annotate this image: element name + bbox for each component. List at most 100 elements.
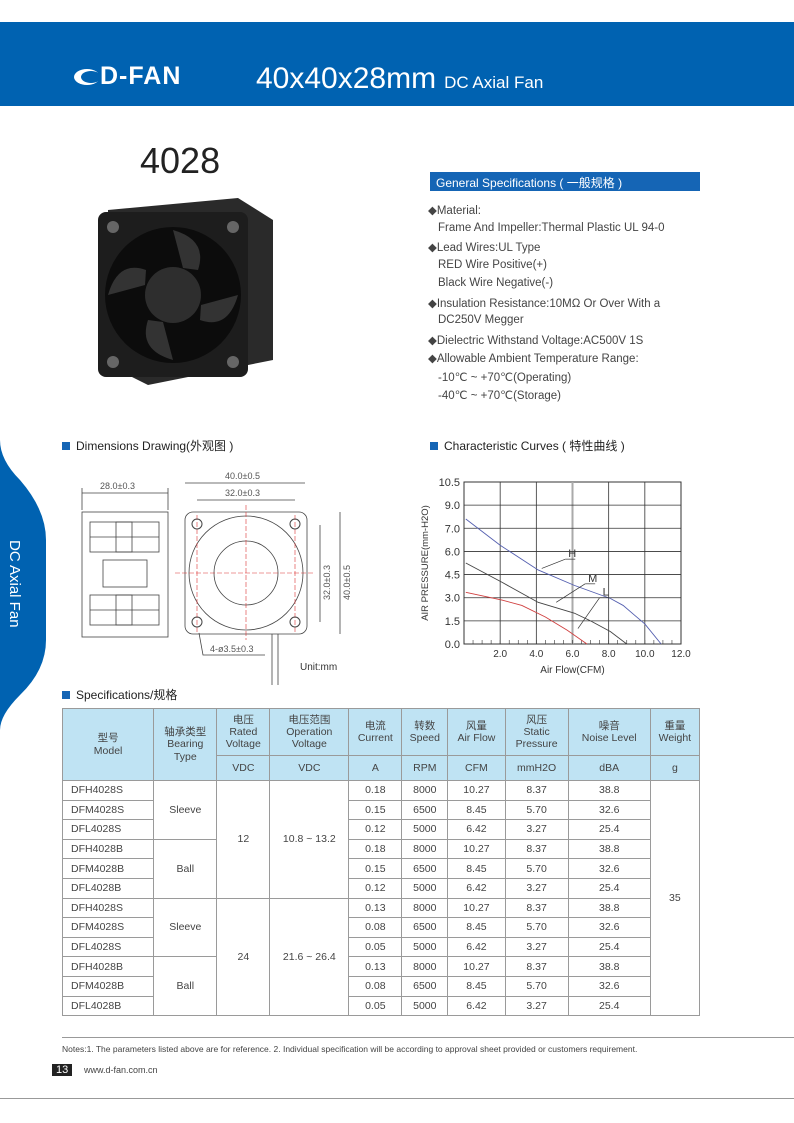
table-row: DFM4028S 0.15 6500 8.45 5.70 32.6 [61,799,700,821]
dim-depth: 28.0±0.3 [100,481,135,491]
curve-L [465,591,588,645]
bearing-cell: Sleeve [153,780,218,840]
value-cell: 0.05 [348,936,403,958]
header-text: Model [93,744,123,757]
header-text: 重量 [664,719,686,732]
value-cell: 6.42 [447,936,506,958]
value-cell: 5000 [401,819,449,840]
x-tick-label: 8.0 [602,649,616,660]
header-text: 转数 [414,719,436,732]
unit-cell: mmH2O [504,755,569,781]
header-text: 轴承类型 [164,726,207,739]
dim-width: 40.0±0.5 [225,471,260,481]
dim-holes: 4-ø3.5±0.3 [210,644,253,654]
voltage-cell: 24 [216,897,271,1017]
value-cell: 5.70 [504,975,569,997]
model-cell: DFL4028B [61,995,155,1017]
col-header: 型号 Model [61,708,155,781]
value-cell: 0.13 [348,956,403,977]
value-cell: 10.27 [447,956,506,977]
fan-type: DC Axial Fan [444,73,544,92]
general-specs-header: General Specifications ( 一般规格 ) [430,172,700,191]
model-cell: DFM4028B [61,975,155,997]
value-cell: 5.70 [504,917,569,938]
side-tab-label: DC Axial Fan [6,540,23,628]
col-header: 电压范围 Operation Voltage [269,708,350,756]
value-cell: 5000 [401,995,449,1017]
bottom-rule [0,1098,794,1099]
header-text: Rated [229,725,258,738]
header-text: 电压范围 [288,713,331,726]
model-cell: DFM4028S [61,917,155,938]
fan-photo [98,198,273,385]
value-cell: 25.4 [567,819,651,840]
header-text: Air Flow [457,732,496,744]
value-cell: 6500 [401,799,449,821]
model-cell: DFM4028S [61,799,155,821]
header-text: Voltage [225,738,261,751]
header-text: Type [173,750,197,763]
value-cell: 8.45 [447,799,506,821]
header-text: Pressure [515,738,558,751]
value-cell: 5000 [401,877,449,899]
header-text: 噪音 [598,719,620,732]
leader-line [577,597,600,629]
value-cell: 8.45 [447,975,506,997]
dim-hole-spacing: 32.0±0.3 [225,488,260,498]
model-cell: DFL4028B [61,877,155,899]
col-header: 轴承类型 Bearing Type [153,708,218,781]
header-text: Speed [409,732,440,744]
value-cell: 8.45 [447,917,506,938]
model-cell: DFM4028B [61,858,155,879]
curve-H [465,518,662,645]
y-tick-label: 1.5 [445,616,460,628]
spec-line: ◆Material: [428,205,481,217]
header-text: 风量 [465,719,487,732]
value-cell: 0.12 [348,819,403,840]
range-cell: 21.6 ~ 26.4 [269,897,350,1017]
value-cell: 6500 [401,858,449,879]
value-cell: 38.8 [567,838,651,860]
unit-cell: VDC [216,755,271,781]
col-header: 噪音 Noise Level [567,708,651,756]
value-cell: 0.08 [348,917,403,938]
table-row: DFM4028B 0.15 6500 8.45 5.70 32.6 [61,858,700,879]
header-text: Bearing [167,738,204,751]
y-tick-label: 0.0 [445,639,460,651]
table-row: DFH4028S Sleeve 24 21.6 ~ 26.4 0.13 8000 10.27… [61,897,700,1017]
table-row: DFH4028S Sleeve 12 10.8 ~ 13.2 0.18 8000 10.27… [61,779,701,1017]
value-cell: 32.6 [567,799,651,821]
unit-cell: dBA [567,755,651,781]
value-cell: 6500 [401,975,449,997]
value-cell: 8.45 [447,858,506,879]
value-cell: 0.13 [348,897,403,919]
value-cell: 8.37 [504,956,569,977]
value-cell: 0.18 [348,838,403,860]
value-cell: 8.37 [504,897,569,919]
x-tick-label: 6.0 [566,649,580,660]
header-text: 型号 [97,732,119,745]
value-cell: 38.8 [567,897,651,919]
spec-line: RED Wire Positive(+) [438,258,547,271]
header-text: Current [357,732,393,744]
y-tick-label: 6.0 [445,546,460,558]
dim-height: 40.0±0.5 [342,565,352,600]
header-text: Voltage [291,738,327,751]
logo-swoosh-icon [74,68,100,85]
unit-cell: g [649,755,701,781]
value-cell: 0.05 [348,995,403,1017]
value-cell: 32.6 [567,975,651,997]
model-cell: DFH4028S [61,897,155,919]
value-cell: 25.4 [567,995,651,1017]
side-tab [0,440,46,730]
value-cell: 0.08 [348,975,403,997]
voltage-cell: 12 [216,780,271,899]
header-text: 电压 [232,713,254,726]
y-tick-label: 3.0 [445,593,460,605]
value-cell: 25.4 [567,877,651,899]
fan-size: 40x40x28mm [256,62,437,95]
spec-line: ◆Allowable Ambient Temperature Range: [428,353,639,365]
col-header: 风压 Static Pressure [504,708,569,756]
value-cell: 3.27 [504,995,569,1017]
table-row: DFL4028S 0.12 5000 6.42 3.27 25.4 [61,819,700,840]
